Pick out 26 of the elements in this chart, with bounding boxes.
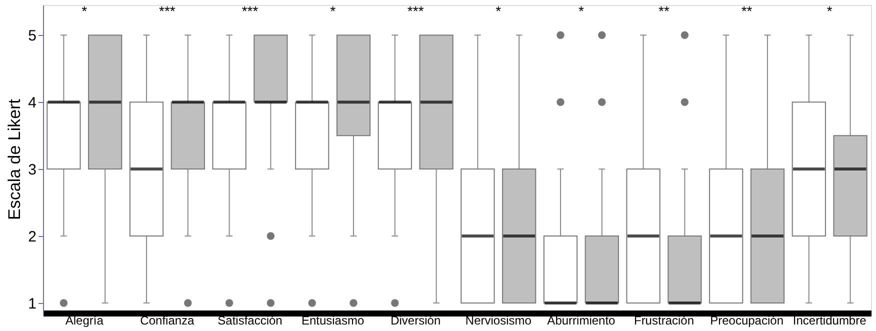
y-axis-title: Escala de Likert: [5, 98, 24, 220]
annotation: **: [658, 3, 670, 19]
annotation: *: [330, 3, 336, 19]
annotation: *: [826, 3, 833, 19]
x-tick-label: Nerviosismo: [465, 314, 532, 328]
x-tick-label: Frustración: [634, 314, 694, 328]
annotation: ***: [242, 3, 259, 19]
annotation: ***: [407, 3, 424, 19]
annotation: *: [82, 3, 88, 19]
x-tick-label: Alegría: [65, 314, 104, 328]
x-tick-label: Preocupación: [710, 314, 784, 328]
y-tick-label: 4: [28, 94, 36, 112]
annotation: *: [496, 3, 502, 19]
x-tick-label: Satisfacción: [218, 314, 282, 328]
annotation: ***: [159, 3, 176, 19]
x-tick-label: Entusiasmo: [301, 314, 364, 328]
y-tick-label: 1: [28, 295, 36, 312]
y-tick-label: 3: [28, 162, 36, 179]
x-tick-label: Incertidumbre: [792, 314, 867, 328]
y-tick-label: 2: [28, 228, 36, 246]
y-tick-label: 5: [28, 28, 36, 45]
annotation: **: [741, 3, 753, 19]
annotation: *: [578, 3, 584, 19]
x-tick-label: Confianza: [140, 314, 195, 328]
x-tick-label: Aburrimiento: [547, 314, 616, 328]
x-tick-label: Diversión: [390, 314, 441, 328]
